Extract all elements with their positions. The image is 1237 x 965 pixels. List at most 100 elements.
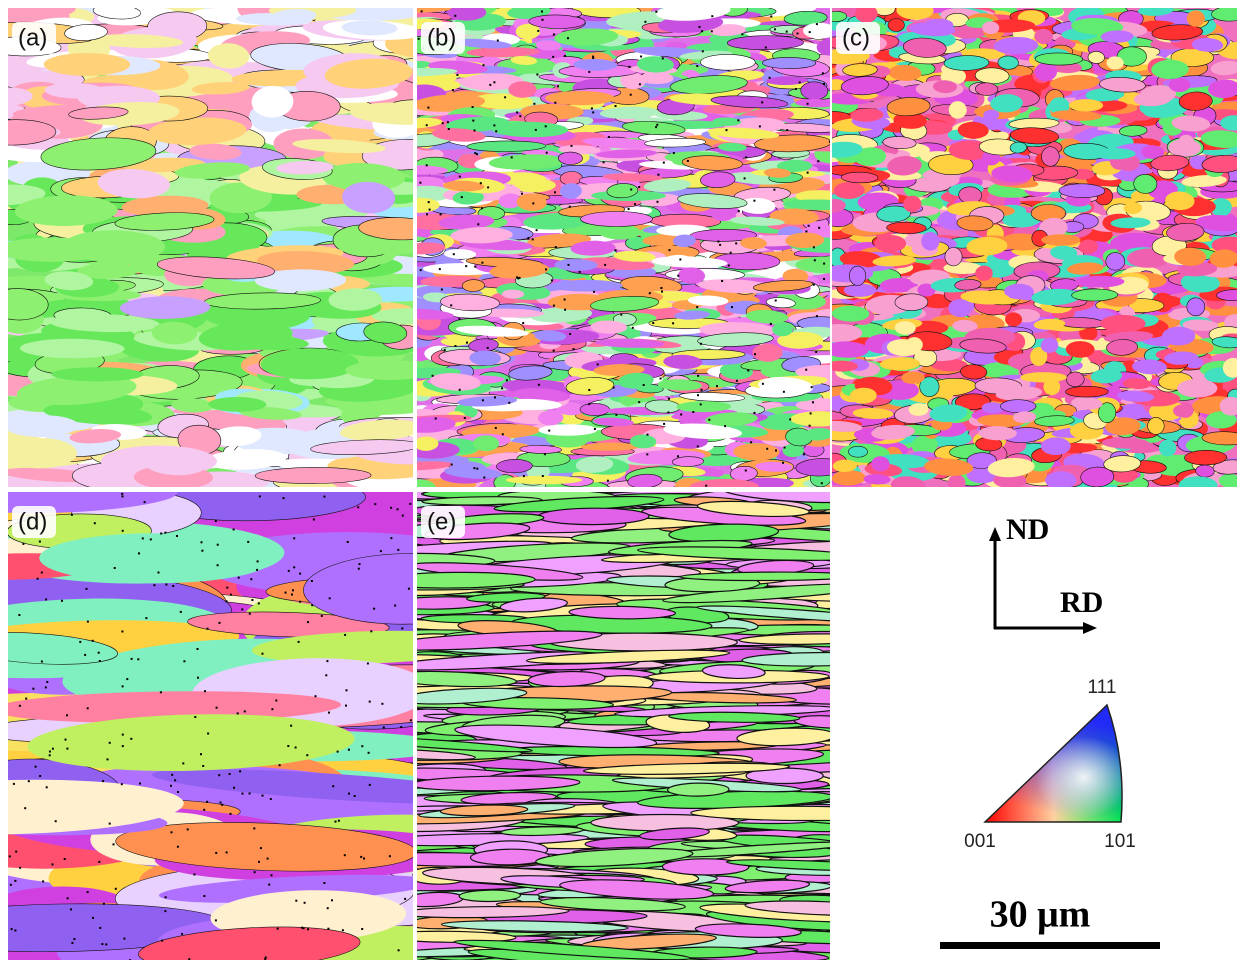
unindexed-point [554, 102, 556, 104]
unindexed-point [241, 608, 243, 610]
unindexed-point [216, 707, 218, 709]
unindexed-point [450, 304, 452, 306]
unindexed-point [226, 600, 228, 602]
unindexed-point [699, 26, 701, 28]
unindexed-point [537, 30, 539, 32]
unindexed-point [206, 801, 208, 803]
unindexed-point [295, 747, 297, 749]
unindexed-point [803, 453, 805, 455]
unindexed-point [230, 594, 232, 596]
unindexed-point [809, 31, 811, 33]
unindexed-point [483, 477, 485, 479]
unindexed-point [113, 843, 115, 845]
unindexed-point [219, 622, 221, 624]
unindexed-point [332, 785, 334, 787]
unindexed-point [533, 103, 535, 105]
unindexed-point [283, 497, 285, 499]
unindexed-point [42, 880, 44, 882]
unindexed-point [237, 712, 239, 714]
unindexed-point [536, 74, 538, 76]
unindexed-point [419, 182, 421, 184]
unindexed-point [361, 928, 363, 930]
grain [888, 18, 904, 31]
unindexed-point [361, 745, 363, 747]
unindexed-point [421, 10, 423, 12]
unindexed-point [41, 661, 43, 663]
unindexed-point [428, 201, 430, 203]
unindexed-point [607, 480, 609, 482]
unindexed-point [348, 749, 350, 751]
unindexed-point [402, 515, 404, 517]
unindexed-point [493, 81, 495, 83]
unindexed-point [293, 537, 295, 539]
unindexed-point [67, 897, 69, 899]
unindexed-point [548, 430, 550, 432]
unindexed-point [397, 508, 399, 510]
unindexed-point [480, 182, 482, 184]
unindexed-point [813, 284, 815, 286]
unindexed-point [321, 615, 323, 617]
unindexed-point [398, 949, 400, 951]
unindexed-point [287, 745, 289, 747]
unindexed-point [408, 588, 410, 590]
unindexed-point [337, 751, 339, 753]
unindexed-point [655, 11, 657, 13]
unindexed-point [37, 578, 39, 580]
unindexed-point [461, 196, 463, 198]
unindexed-point [482, 399, 484, 401]
grain [1094, 148, 1136, 159]
unindexed-point [275, 700, 277, 702]
unindexed-point [603, 161, 605, 163]
panel-label-text: (b) [427, 24, 456, 51]
unindexed-point [634, 203, 636, 205]
unindexed-point [632, 327, 634, 329]
grain [975, 83, 998, 96]
unindexed-point [202, 765, 204, 767]
unindexed-point [9, 855, 11, 857]
unindexed-point [652, 322, 654, 324]
unindexed-point [502, 433, 504, 435]
unindexed-point [121, 493, 123, 495]
unindexed-point [795, 88, 797, 90]
unindexed-point [472, 106, 474, 108]
unindexed-point [545, 268, 547, 270]
unindexed-point [307, 928, 309, 930]
unindexed-point [10, 884, 12, 886]
unindexed-point [11, 928, 13, 930]
unindexed-point [487, 186, 489, 188]
unindexed-point [728, 265, 730, 267]
unindexed-point [573, 348, 575, 350]
unindexed-point [137, 658, 139, 660]
unindexed-point [588, 403, 590, 405]
unindexed-point [557, 85, 559, 87]
unindexed-point [630, 94, 632, 96]
unindexed-point [368, 752, 370, 754]
unindexed-point [719, 244, 721, 246]
unindexed-point [447, 121, 449, 123]
unindexed-point [220, 802, 222, 804]
unindexed-point [390, 507, 392, 509]
unindexed-point [435, 418, 437, 420]
unindexed-point [738, 210, 740, 212]
unindexed-point [656, 124, 658, 126]
unindexed-point [292, 589, 294, 591]
unindexed-point [256, 569, 258, 571]
unindexed-point [608, 136, 610, 138]
grain [1041, 437, 1071, 455]
unindexed-point [87, 891, 89, 893]
unindexed-point [139, 783, 141, 785]
unindexed-point [455, 345, 457, 347]
unindexed-point [390, 537, 392, 539]
unindexed-point [87, 707, 89, 709]
unindexed-point [404, 898, 406, 900]
unindexed-point [782, 462, 784, 464]
unindexed-point [129, 959, 131, 961]
unindexed-point [663, 423, 665, 425]
unindexed-point [532, 202, 534, 204]
unindexed-point [354, 795, 356, 797]
unindexed-point [481, 207, 483, 209]
unindexed-point [46, 786, 48, 788]
unindexed-point [473, 467, 475, 469]
unindexed-point [817, 160, 819, 162]
unindexed-point [257, 560, 259, 562]
